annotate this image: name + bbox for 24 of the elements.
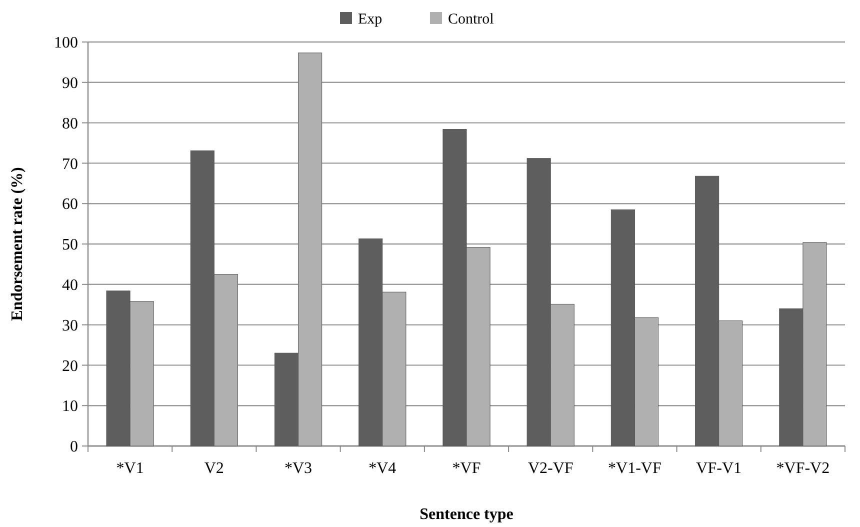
x-tick-label: *V3 bbox=[284, 460, 312, 477]
y-tick-label: 20 bbox=[62, 358, 78, 375]
y-tick-label: 50 bbox=[62, 236, 78, 254]
y-tick-label: 10 bbox=[62, 398, 78, 416]
y-tick-label: 60 bbox=[62, 196, 78, 214]
x-tick-label: VF-V1 bbox=[696, 460, 742, 477]
x-tick-label: *VF bbox=[452, 460, 481, 477]
x-tick-label: *V1 bbox=[116, 460, 144, 477]
y-tick-label: 90 bbox=[62, 75, 78, 92]
y-tick-label: 80 bbox=[62, 115, 78, 132]
x-tick-label: V2-VF bbox=[528, 460, 574, 477]
legend-label: Control bbox=[448, 11, 494, 28]
x-tick-label: *V1-VF bbox=[608, 460, 662, 477]
y-tick-label: 70 bbox=[62, 156, 78, 173]
legend-label: Exp bbox=[358, 11, 382, 28]
x-tick-label: *VF-V2 bbox=[776, 460, 830, 477]
x-tick-label: *V4 bbox=[368, 460, 396, 477]
y-tick-label: 0 bbox=[70, 438, 78, 456]
x-axis-title: Sentence type bbox=[420, 506, 514, 523]
x-tick-label: V2 bbox=[204, 460, 224, 477]
y-tick-label: 30 bbox=[62, 317, 78, 334]
y-tick-label: 40 bbox=[62, 277, 78, 294]
y-tick-label: 100 bbox=[54, 34, 78, 52]
y-axis-title: Endorsement rate (%) bbox=[9, 167, 26, 321]
